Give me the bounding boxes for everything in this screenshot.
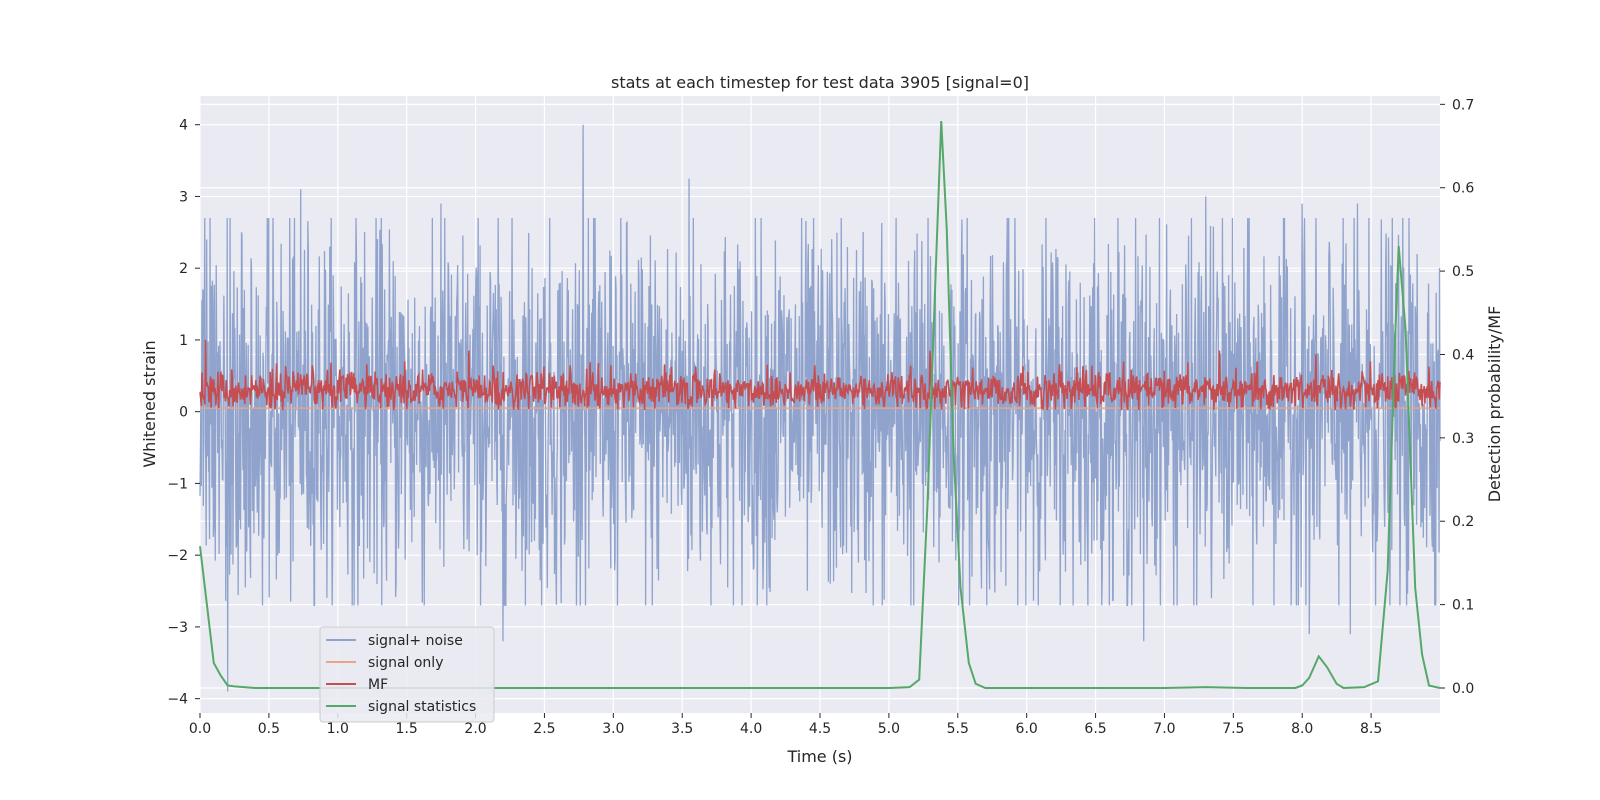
series-signal-noise [199, 124, 1441, 692]
y-axis: 4 3 2 1 0 −1 −2 −3 −4 [167, 118, 200, 708]
y2-tick-label: 0.6 [1452, 181, 1474, 197]
x-tick-label: 7.0 [1153, 721, 1175, 737]
y2-tick-label: 0.5 [1452, 264, 1474, 280]
y-tick-label: −3 [167, 620, 188, 636]
series-mf [199, 339, 1441, 411]
legend-label: signal statistics [368, 699, 476, 715]
x-tick-label: 0.5 [258, 721, 280, 737]
legend-box [319, 626, 495, 723]
y2-tick-label: 0.1 [1452, 598, 1474, 614]
legend-label: signal+ noise [368, 633, 463, 649]
x-tick-label: 6.5 [1084, 721, 1106, 737]
x-tick-label: 3.5 [671, 721, 693, 737]
x-axis-label: Time (s) [786, 747, 852, 766]
y-tick-label: 2 [179, 261, 188, 277]
y-tick-label: 4 [179, 118, 188, 134]
x-tick-label: 8.0 [1291, 721, 1313, 737]
x-tick-label: 7.5 [1222, 721, 1244, 737]
y-tick-label: −2 [167, 548, 188, 564]
x-tick-label: 5.0 [878, 721, 900, 737]
legend: signal+ noise signal only MF signal statist… [319, 626, 495, 723]
x-tick-label: 3.0 [602, 721, 624, 737]
series-signal-statistics [199, 120, 1441, 690]
x-tick-label: 0.0 [189, 721, 211, 737]
y-tick-label: −4 [167, 692, 188, 708]
legend-label: signal only [368, 655, 443, 671]
y-tick-label: −1 [167, 476, 188, 492]
x-tick-label: 1.0 [327, 721, 349, 737]
y2-tick-label: 0.7 [1452, 97, 1474, 113]
x-tick-label: 2.5 [533, 721, 555, 737]
y-tick-label: 1 [179, 333, 188, 349]
x-tick-label: 4.0 [740, 721, 762, 737]
series-layer [199, 120, 1441, 692]
y2-tick-label: 0.3 [1452, 431, 1474, 447]
y-tick-label: 3 [179, 189, 188, 205]
y2-axis: 0.7 0.6 0.5 0.4 0.3 0.2 0.1 0.0 [1440, 97, 1474, 697]
y2-axis-label: Detection probability/MF [1485, 306, 1504, 503]
chart-title: stats at each timestep for test data 390… [611, 73, 1029, 92]
y2-tick-label: 0.0 [1452, 681, 1474, 697]
y-tick-label: 0 [179, 405, 188, 421]
x-tick-label: 5.5 [947, 721, 969, 737]
legend-label: MF [368, 677, 388, 693]
y2-tick-label: 0.2 [1452, 514, 1474, 530]
x-tick-label: 6.0 [1016, 721, 1038, 737]
y2-tick-label: 0.4 [1452, 347, 1474, 363]
x-axis: 0.0 0.5 1.0 1.5 2.0 2.5 3.0 3.5 4.0 4.5 5.0 5.5 6.0 6… [189, 713, 1382, 737]
x-tick-label: 1.5 [396, 721, 418, 737]
x-tick-label: 8.5 [1360, 721, 1382, 737]
x-tick-label: 4.5 [809, 721, 831, 737]
x-tick-label: 2.0 [464, 721, 486, 737]
y-axis-label: Whitened strain [140, 340, 159, 467]
